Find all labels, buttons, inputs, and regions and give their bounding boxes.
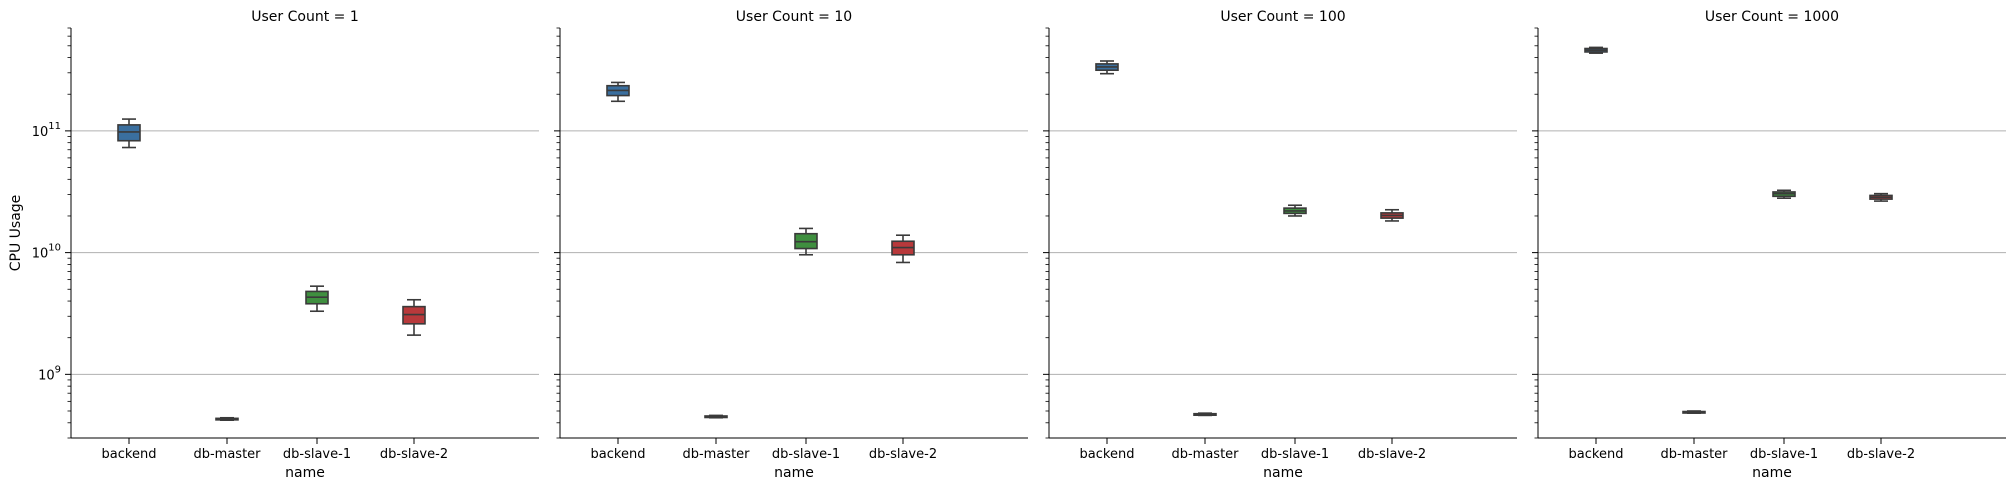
facet-title: User Count = 10 — [736, 9, 852, 25]
x-tick-label: db-slave-2 — [1847, 447, 1915, 462]
x-tick-label: db-master — [682, 447, 750, 462]
facet-panel: User Count = 100 backend db-master db-slave… — [1043, 9, 1517, 481]
box-db-slave-2 — [1380, 208, 1404, 222]
facet-panel: User Count = 10 backend db-master db-slave-… — [554, 9, 1028, 481]
x-axis-label: name — [1263, 465, 1303, 481]
x-tick-label: db-slave-1 — [772, 447, 840, 462]
box-db-slave-2 — [402, 298, 426, 336]
facet-panel: User Count = 1 109 1010 1011 backend db-maste… — [32, 9, 539, 481]
x-tick-label: db-slave-2 — [380, 447, 448, 462]
facet-title: User Count = 1000 — [1705, 9, 1839, 25]
x-tick-label: db-slave-2 — [869, 447, 937, 462]
facet-panel: User Count = 1000 backend db-master db-slav… — [1532, 9, 2006, 481]
x-axis-label: name — [1752, 465, 1792, 481]
box-backend — [606, 81, 630, 103]
iqr-box — [117, 124, 141, 142]
x-tick-label: db-slave-1 — [283, 447, 351, 462]
x-axis-label: name — [774, 465, 814, 481]
y-axis-label: CPU Usage — [8, 195, 24, 272]
box-db-master — [1193, 412, 1217, 417]
y-tick-label: 109 — [38, 364, 61, 383]
box-db-slave-2 — [1869, 192, 1893, 202]
x-tick-label: db-master — [1660, 447, 1728, 462]
x-axis-label: name — [285, 465, 325, 481]
box-db-slave-1 — [1772, 189, 1796, 199]
facet-title: User Count = 100 — [1220, 9, 1345, 25]
y-tick-label: 1010 — [32, 243, 61, 262]
box-db-slave-1 — [1283, 204, 1307, 217]
facet-title: User Count = 1 — [251, 9, 358, 25]
box-backend — [1095, 60, 1119, 75]
box-db-slave-1 — [794, 227, 818, 256]
box-db-master — [215, 416, 239, 422]
x-tick-label: backend — [591, 447, 646, 462]
x-tick-label: backend — [1080, 447, 1135, 462]
x-tick-label: db-slave-1 — [1750, 447, 1818, 462]
x-tick-label: backend — [102, 447, 157, 462]
box-db-master — [1682, 410, 1706, 414]
x-tick-label: db-master — [1171, 447, 1239, 462]
x-tick-label: db-slave-1 — [1261, 447, 1329, 462]
x-tick-label: db-slave-2 — [1358, 447, 1426, 462]
x-tick-label: db-master — [193, 447, 261, 462]
y-tick-label: 1011 — [32, 121, 61, 140]
box-backend — [117, 118, 141, 149]
x-tick-label: backend — [1569, 447, 1624, 462]
box-db-slave-1 — [305, 285, 329, 313]
box-db-slave-2 — [891, 234, 915, 264]
box-db-master — [704, 414, 728, 419]
box-backend — [1584, 46, 1608, 54]
